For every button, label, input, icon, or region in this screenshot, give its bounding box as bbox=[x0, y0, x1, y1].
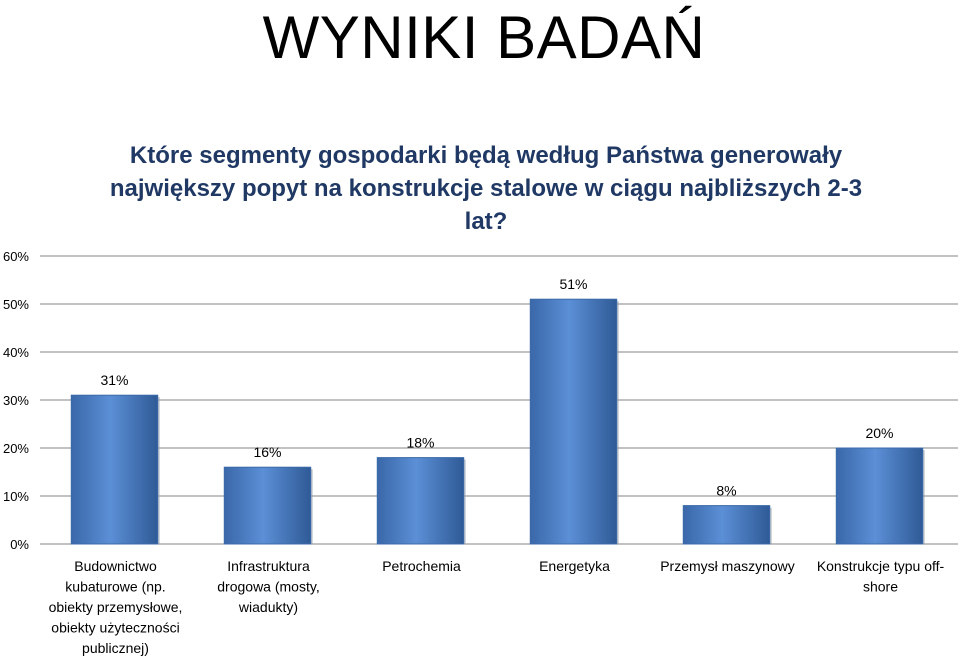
data-label: 20% bbox=[865, 425, 893, 441]
gridlines bbox=[40, 255, 958, 545]
category-labels: Budownictwo kubaturowe (np. obiekty przemy… bbox=[49, 558, 945, 656]
bar bbox=[682, 505, 771, 545]
chart-title-line: największy popyt na konstrukcje stalowe … bbox=[110, 175, 862, 202]
data-label: 16% bbox=[253, 444, 281, 460]
category-label: Przemysł maszynowy bbox=[660, 558, 795, 574]
category-label: Budownictwo kubaturowe (np. obiekty przemy… bbox=[49, 558, 183, 656]
bar bbox=[70, 394, 159, 545]
y-tick-label: 10% bbox=[3, 489, 29, 504]
y-tick-label: 50% bbox=[3, 297, 29, 312]
category-label: Infrastruktura drogowa (mosty, wiadukty) bbox=[217, 558, 319, 615]
bar bbox=[376, 457, 465, 545]
bars bbox=[70, 298, 925, 545]
chart-title-line: lat? bbox=[465, 208, 508, 235]
category-label: Petrochemia bbox=[382, 558, 461, 574]
bar bbox=[223, 466, 312, 545]
y-tick-label: 40% bbox=[3, 345, 29, 360]
chart-title-line: Które segmenty gospodarki będą według Pa… bbox=[130, 142, 843, 169]
category-label: Energetyka bbox=[539, 558, 610, 574]
chart-title: Które segmenty gospodarki będą według Pa… bbox=[110, 142, 862, 235]
bar bbox=[835, 447, 924, 545]
y-tick-label: 60% bbox=[3, 249, 29, 264]
bar bbox=[529, 298, 618, 545]
data-label: 51% bbox=[559, 276, 587, 292]
data-label: 31% bbox=[100, 372, 128, 388]
y-tick-label: 0% bbox=[10, 537, 29, 552]
data-labels: 31% 16% 18% 51% 8% 20% bbox=[100, 276, 893, 498]
y-tick-label: 30% bbox=[3, 393, 29, 408]
data-label: 8% bbox=[716, 483, 736, 499]
category-label: Konstrukcje typu off-shore bbox=[817, 558, 945, 595]
y-tick-label: 20% bbox=[3, 441, 29, 456]
page-title: WYNIKI BADAŃ bbox=[262, 4, 706, 71]
y-axis-ticks: 0% 10% 20% 30% 40% 50% 60% bbox=[3, 249, 29, 552]
data-label: 18% bbox=[406, 435, 434, 451]
